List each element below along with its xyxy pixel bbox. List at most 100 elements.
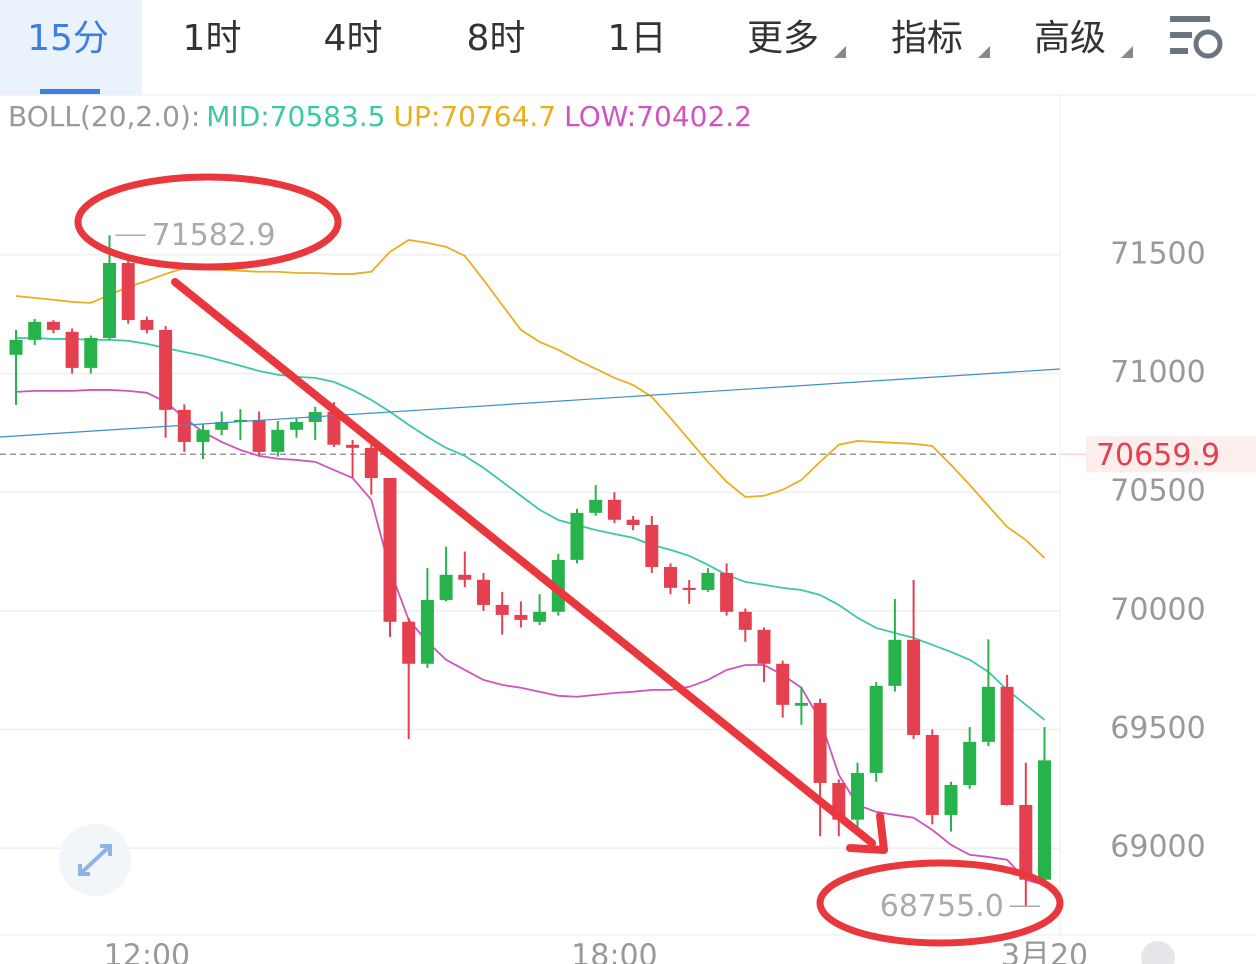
- kline-button[interactable]: [1141, 941, 1175, 964]
- candle-body: [813, 702, 827, 783]
- y-tick-label: 69000: [1110, 830, 1205, 865]
- candle-body: [944, 785, 958, 815]
- highlight-ellipse: [816, 859, 1064, 947]
- candle-body: [271, 429, 285, 452]
- candle-body: [346, 444, 360, 448]
- y-tick-label: 70000: [1110, 592, 1205, 627]
- candle-body: [776, 663, 790, 705]
- tab[interactable]: 1时: [183, 18, 242, 59]
- candle-body: [607, 499, 621, 520]
- candle-body: [65, 331, 79, 368]
- dropdown-mark: [834, 46, 846, 58]
- candle-body: [290, 421, 303, 430]
- trend-arrow: [171, 278, 876, 847]
- candle-body: [364, 447, 378, 478]
- settings-icon[interactable]: [1170, 16, 1223, 59]
- candle-body: [907, 639, 921, 735]
- x-tick-label: 18:00: [571, 939, 657, 964]
- y-tick-label: 71500: [1110, 236, 1205, 271]
- candle-body: [46, 321, 60, 330]
- candle-body: [477, 579, 490, 605]
- tab[interactable]: 8时: [467, 18, 526, 59]
- candle-body: [645, 524, 659, 567]
- icon-part: [1193, 29, 1223, 59]
- candle-body: [682, 587, 696, 590]
- tab[interactable]: 1日: [608, 18, 667, 59]
- y-tick-label: 70500: [1110, 474, 1205, 509]
- icon-part: [1170, 48, 1188, 54]
- last-price-bg: [1086, 436, 1256, 473]
- icon-part: [1170, 32, 1192, 38]
- candle-body: [383, 477, 397, 622]
- candle-body: [327, 412, 341, 445]
- candle-body: [888, 639, 902, 686]
- icon-part: [1170, 16, 1210, 22]
- candle-body: [28, 321, 42, 340]
- last-price-label: 70659.9: [1096, 438, 1220, 473]
- candle-body: [851, 772, 864, 820]
- indicator-low: LOW:70402.2: [564, 100, 752, 133]
- candle-body: [1019, 804, 1033, 880]
- candle-body: [664, 566, 677, 588]
- indicator-mid: MID:70583.5: [206, 100, 385, 133]
- dropdown-mark: [978, 46, 990, 58]
- tab[interactable]: 指标: [891, 18, 963, 59]
- candle-body: [963, 741, 977, 786]
- tab[interactable]: 4时: [324, 18, 383, 59]
- candle-body: [925, 734, 939, 815]
- candle-body: [1038, 760, 1051, 880]
- candle-body: [869, 685, 883, 773]
- candle-body: [514, 614, 528, 620]
- candle-body: [439, 574, 453, 600]
- arrow-head: [846, 812, 888, 854]
- plot-area: [0, 235, 1060, 907]
- tab[interactable]: 15分: [27, 18, 109, 59]
- candle-body: [495, 604, 509, 615]
- max-label: 71582.9: [152, 218, 276, 253]
- highlight-ellipse: [74, 173, 342, 271]
- candle-body: [196, 429, 210, 442]
- candle-body: [252, 419, 266, 452]
- candle-body: [215, 421, 229, 430]
- tab[interactable]: 更多: [747, 18, 819, 59]
- candle-body: [402, 621, 416, 664]
- candle-body: [9, 339, 23, 355]
- candle-body: [177, 409, 191, 442]
- y-tick-label: 69500: [1110, 711, 1205, 746]
- selected-tab-bg: [0, 0, 142, 95]
- candle-body: [981, 686, 995, 742]
- candle-body: [140, 319, 154, 330]
- candle-body: [84, 337, 98, 368]
- candle-body: [589, 499, 603, 513]
- dropdown-mark: [1121, 46, 1133, 58]
- selected-tab-bar: [40, 89, 100, 94]
- candle-body: [570, 512, 584, 560]
- candle-body: [757, 629, 771, 664]
- indicator-header: BOLL(20,2.0): MID:70583.5 UP:70764.7 LOW:70…: [8, 100, 752, 133]
- axes: 69000 69500 70000 70500 71000 71500 70659.9 715…: [104, 218, 1256, 964]
- candle-body: [233, 419, 247, 422]
- tab[interactable]: 高级: [1034, 18, 1106, 59]
- trend-line[interactable]: [0, 368, 1061, 438]
- candle-body: [738, 611, 752, 630]
- candle-body: [720, 572, 734, 612]
- candle-body: [458, 574, 472, 580]
- boll-line: [16, 337, 1046, 721]
- indicator-name: BOLL(20,2.0):: [8, 100, 200, 133]
- candle-body: [701, 572, 715, 590]
- candle-body: [121, 263, 135, 320]
- candle-body: [159, 329, 173, 410]
- candle-body: [626, 519, 640, 525]
- candle-body: [1000, 686, 1014, 805]
- y-tick-label: 71000: [1110, 355, 1205, 390]
- expand-icon: [78, 844, 112, 876]
- candle-body: [420, 599, 434, 664]
- min-label: 68755.0: [880, 889, 1004, 924]
- x-tick-label: 3月20: [1001, 939, 1088, 964]
- x-tick-label: 12:00: [104, 939, 190, 964]
- candle-body: [533, 611, 547, 622]
- indicator-up: UP:70764.7: [394, 100, 557, 133]
- candle-body: [103, 263, 116, 338]
